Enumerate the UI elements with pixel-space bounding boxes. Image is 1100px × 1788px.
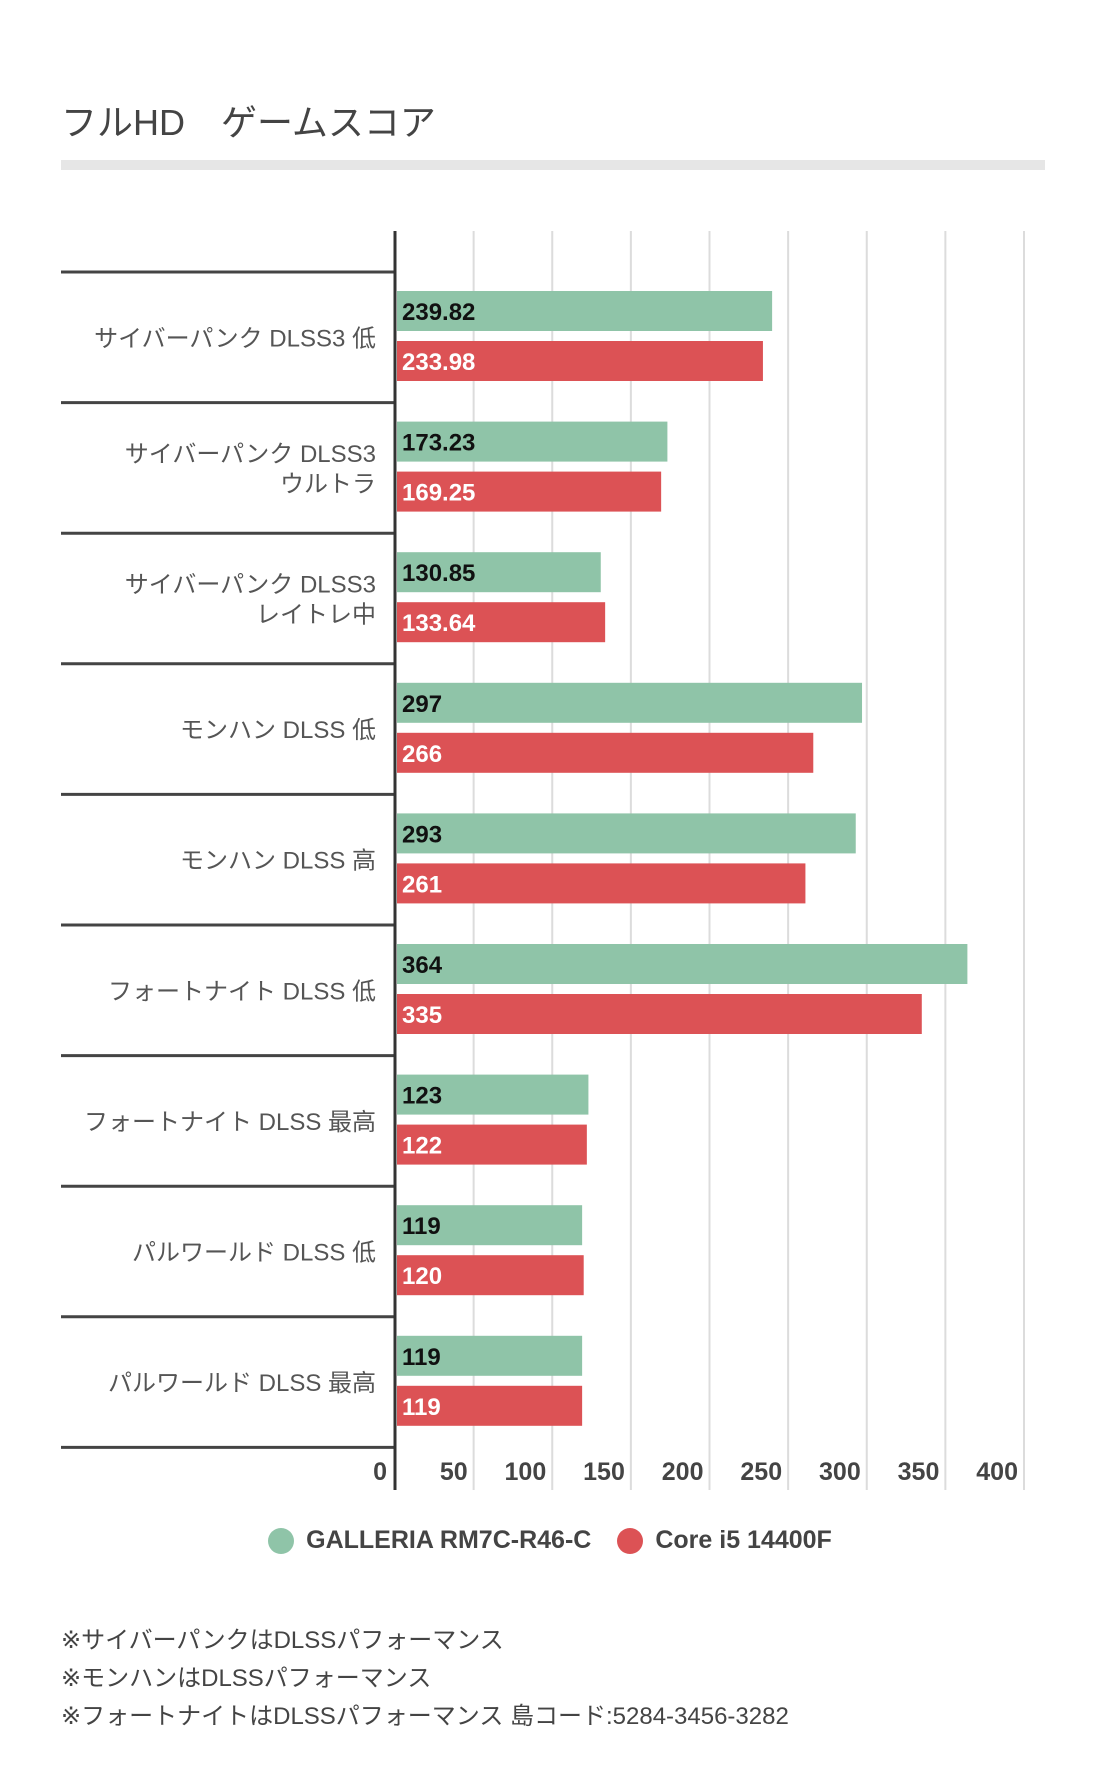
legend-item-galleria: GALLERIA RM7C-R46-C — [268, 1526, 591, 1555]
category-label: モンハン DLSS 低 — [180, 717, 376, 744]
bar-value-label: 130.85 — [402, 560, 475, 587]
legend-label: GALLERIA RM7C-R46-C — [306, 1526, 592, 1554]
title-underline — [61, 160, 1045, 170]
bar — [397, 732, 814, 773]
legend-dot-icon — [268, 1527, 295, 1554]
bar — [397, 813, 856, 854]
bar-value-label: 261 — [402, 871, 442, 898]
legend-item-core-i5: Core i5 14400F — [617, 1526, 832, 1555]
bar-value-label: 119 — [402, 1213, 441, 1240]
bar-value-label: 119 — [402, 1394, 441, 1421]
bar — [397, 1335, 583, 1376]
bar-value-label: 364 — [402, 952, 443, 979]
bar-value-label: 169.25 — [402, 480, 475, 507]
category-label: フォートナイト DLSS 最高 — [84, 1109, 376, 1136]
bar-value-label: 123 — [402, 1083, 442, 1110]
bar-value-label: 133.64 — [402, 610, 476, 637]
category-label: モンハン DLSS 高 — [180, 848, 376, 875]
bar — [397, 863, 806, 904]
bar — [397, 602, 606, 643]
bar-value-label: 122 — [402, 1133, 442, 1160]
category-label: パルワールド DLSS 最高 — [108, 1370, 376, 1397]
tick-label: 250 — [740, 1458, 782, 1486]
category-label: サイバーパンク DLSS3 — [125, 572, 376, 599]
bar — [397, 341, 763, 381]
bar-value-label: 119 — [402, 1344, 441, 1371]
category-label: ウルトラ — [280, 471, 376, 498]
legend: GALLERIA RM7C-R46-C Core i5 14400F — [0, 1526, 1100, 1555]
tick-label: 0 — [373, 1458, 387, 1486]
bar-value-label: 266 — [402, 741, 442, 768]
category-label: サイバーパンク DLSS3 — [125, 441, 376, 468]
bar-value-label: 297 — [402, 691, 442, 718]
chart-title: フルHD ゲームスコア — [61, 102, 436, 143]
tick-label: 350 — [898, 1458, 940, 1486]
note: ※モンハンはDLSSパフォーマンス — [61, 1665, 432, 1692]
bar — [397, 552, 601, 593]
category-label: パルワールド DLSS 低 — [132, 1240, 376, 1267]
tick-label: 100 — [505, 1458, 547, 1486]
bar-value-label: 233.98 — [402, 349, 475, 376]
bar — [397, 1124, 587, 1165]
bar — [397, 471, 662, 512]
bar — [397, 1074, 589, 1115]
note: ※サイバーパンクはDLSSパフォーマンス — [61, 1627, 504, 1654]
footnotes: ※サイバーパンクはDLSSパフォーマンス ※モンハンはDLSSパフォーマンス ※… — [61, 1622, 789, 1736]
category-label: レイトレ中 — [256, 602, 376, 629]
tick-label: 400 — [976, 1458, 1018, 1486]
bar — [397, 1255, 584, 1296]
bar — [397, 944, 968, 984]
bar-value-label: 120 — [402, 1263, 442, 1290]
bar-value-label: 239.82 — [402, 299, 475, 326]
tick-label: 200 — [662, 1458, 704, 1486]
category-label: サイバーパンク DLSS3 低 — [94, 325, 376, 352]
bar — [397, 994, 922, 1034]
bar — [397, 682, 863, 723]
legend-label: Core i5 14400F — [655, 1526, 832, 1554]
bar — [397, 1205, 583, 1246]
tick-label: 150 — [583, 1458, 625, 1486]
legend-dot-icon — [617, 1527, 644, 1554]
bar-value-label: 293 — [402, 821, 442, 848]
category-label: フォートナイト DLSS 低 — [108, 978, 376, 1005]
bar — [397, 1385, 583, 1426]
tick-label: 300 — [819, 1458, 861, 1486]
bar-value-label: 173.23 — [402, 430, 475, 457]
note: ※フォートナイトはDLSSパフォーマンス 島コード:5284-3456-3282 — [61, 1703, 789, 1730]
bar — [397, 421, 668, 462]
bar — [397, 291, 773, 331]
tick-label: 50 — [440, 1458, 468, 1486]
bar-value-label: 335 — [402, 1002, 442, 1029]
